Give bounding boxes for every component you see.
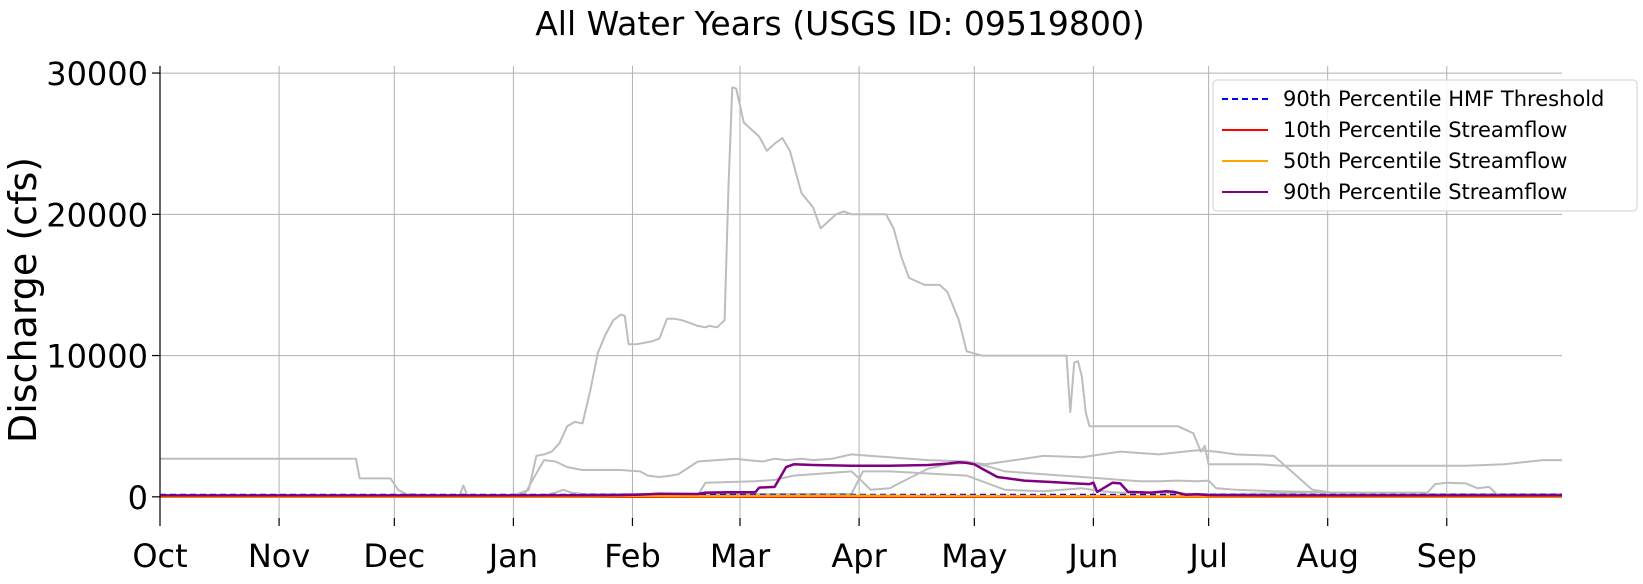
x-tick-label-sep: Sep — [1417, 537, 1477, 575]
y-tick-label-0: 0 — [128, 479, 148, 517]
legend-label-2: 10th Percentile Streamflow — [1283, 118, 1567, 142]
x-tick-label-dec: Dec — [363, 537, 425, 575]
p90-line — [160, 460, 1562, 497]
x-tick-label-jun: Jun — [1066, 537, 1118, 575]
y-axis-label: Discharge (cfs) — [1, 157, 45, 443]
percentile-lines — [160, 460, 1562, 499]
x-tick-label-nov: Nov — [248, 537, 310, 575]
y-tick-labels: 0 10000 20000 30000 — [46, 55, 148, 517]
legend-label-3: 50th Percentile Streamflow — [1283, 149, 1567, 173]
legend-label-4: 90th Percentile Streamflow — [1283, 180, 1567, 204]
chart-title: All Water Years (USGS ID: 09519800) — [535, 4, 1145, 43]
legend: 90th Percentile HMF Threshold 10th Percen… — [1212, 79, 1638, 212]
annual-trace-1 — [160, 86, 1562, 497]
legend-label-1: 90th Percentile HMF Threshold — [1283, 87, 1604, 111]
x-tick-label-may: May — [941, 537, 1007, 575]
y-tick-label-10000: 10000 — [46, 338, 148, 376]
legend-box — [1212, 79, 1638, 212]
annual-trace-2 — [160, 449, 1563, 497]
x-tick-label-mar: Mar — [710, 537, 771, 575]
x-tick-labels: Oct Nov Dec Jan Feb Mar Apr May Jun Jul Aug Sep — [132, 537, 1477, 575]
x-tick-label-feb: Feb — [604, 537, 661, 575]
x-tick-label-oct: Oct — [132, 537, 187, 575]
y-tick-label-20000: 20000 — [46, 196, 148, 234]
x-tick-label-apr: Apr — [831, 537, 887, 575]
x-tick-label-jul: Jul — [1187, 537, 1228, 575]
axes — [152, 66, 1448, 526]
x-tick-label-jan: Jan — [487, 537, 538, 575]
annual-trace-3 — [160, 461, 1562, 498]
x-tick-label-aug: Aug — [1296, 537, 1358, 575]
y-tick-label-30000: 30000 — [46, 55, 148, 93]
